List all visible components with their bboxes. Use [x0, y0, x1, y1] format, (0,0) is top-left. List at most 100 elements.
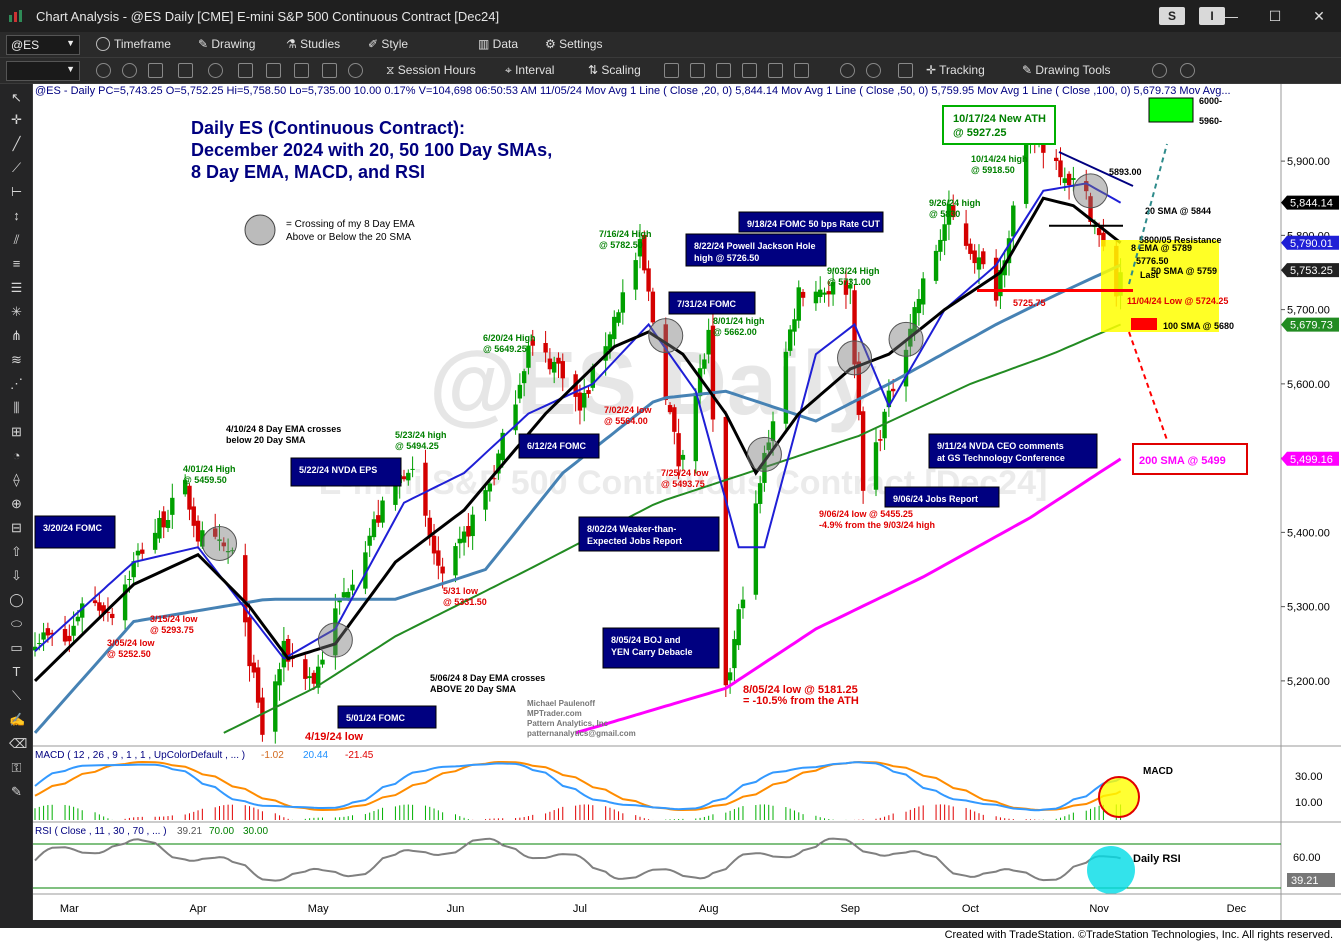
speed-lines-icon[interactable]: ⋰: [10, 376, 23, 391]
candle-body: [787, 329, 793, 351]
parallel-lines-icon[interactable]: ≡: [12, 256, 21, 271]
ray-icon[interactable]: ⟋: [11, 160, 22, 175]
annotation-8-05-low: 8/05/24 low @ 5181.25: [743, 684, 858, 696]
chart-type-5-icon[interactable]: [768, 63, 783, 78]
chart-type-4-icon[interactable]: [742, 63, 757, 78]
window-icon[interactable]: [322, 63, 337, 78]
candles-icon[interactable]: [294, 63, 309, 78]
candle-body: [860, 411, 866, 491]
candle-body: [346, 591, 351, 598]
dotted-box-icon[interactable]: [898, 63, 913, 78]
annotation-4-01-high: @ 5459.50: [183, 475, 227, 485]
target-icon[interactable]: [348, 63, 363, 78]
candle-body: [813, 291, 819, 304]
drawing-tools-menu[interactable]: ✎ Drawing Tools: [1022, 63, 1111, 77]
link-icon[interactable]: [96, 63, 111, 78]
symbol-input[interactable]: @ES ▼: [6, 35, 80, 55]
annotation-5800-resistance: 5800/05 Resistance: [1139, 235, 1222, 245]
fit-icon[interactable]: [238, 63, 253, 78]
data-menu[interactable]: ▥ Data: [478, 37, 518, 51]
candle-body: [367, 535, 372, 546]
candle-body: [1011, 205, 1016, 237]
arcs-icon[interactable]: ◔: [12, 448, 21, 463]
timeframe-label: Timeframe: [114, 37, 171, 51]
layout-select[interactable]: ▼: [6, 61, 80, 81]
zoom-out-icon[interactable]: [208, 63, 223, 78]
extension-icon[interactable]: ⊟: [11, 520, 22, 535]
price-header-line: @ES - Daily PC=5,743.25 O=5,752.25 Hi=5,…: [35, 85, 1231, 97]
vertical-line-icon[interactable]: ↕: [13, 208, 20, 223]
text-icon[interactable]: T: [12, 664, 21, 679]
x-month-label: Jun: [447, 903, 465, 915]
price-tag-label: 5,679.73: [1290, 320, 1333, 332]
retracement-icon[interactable]: ⊞: [11, 424, 22, 439]
grid-icon[interactable]: [148, 63, 163, 78]
drawing-menu[interactable]: ✎ Drawing: [198, 37, 255, 51]
circle-icon[interactable]: ◯: [9, 592, 24, 607]
annotation-5-22-nvda-box: [290, 457, 402, 487]
studies-menu[interactable]: ⚗ Studies: [286, 37, 340, 51]
y-tick-label: 5,600.00: [1287, 379, 1330, 391]
minimize-button[interactable]: —: [1224, 8, 1238, 24]
zoom-in-icon[interactable]: [840, 63, 855, 78]
pointer-icon[interactable]: ↖: [11, 90, 22, 105]
circle-tool-icon[interactable]: [1152, 63, 1167, 78]
tracking-menu[interactable]: ✛ Tracking: [926, 63, 985, 77]
legend-note-line-1: = Crossing of my 8 Day EMA: [286, 219, 415, 230]
trendline-icon[interactable]: ╱: [12, 136, 21, 151]
refresh-icon[interactable]: [122, 63, 137, 78]
session-hours-menu[interactable]: ⧖ Session Hours: [386, 63, 476, 78]
interval-menu[interactable]: ⌖ Interval: [505, 63, 554, 78]
chart-type-6-icon[interactable]: [794, 63, 809, 78]
style-menu[interactable]: ✐ Style: [368, 37, 408, 51]
candle-body: [217, 539, 222, 541]
settings-menu[interactable]: ⚙ Settings: [545, 37, 602, 51]
brush-tool-icon[interactable]: ✎: [11, 784, 22, 799]
cycle-icon[interactable]: ⊕: [11, 496, 22, 511]
rectangle-icon[interactable]: ▭: [10, 640, 23, 655]
eraser-icon[interactable]: ⌫: [9, 736, 28, 751]
candle-body: [1088, 196, 1093, 222]
andrews-pitchfork-icon[interactable]: ⋔: [11, 328, 22, 343]
chart-area[interactable]: @ES - Daily PC=5,743.25 O=5,752.25 Hi=5,…: [33, 84, 1341, 920]
drawing-tools-icon: ✎: [1022, 63, 1036, 77]
horizontal-line-icon[interactable]: ⊢: [10, 184, 23, 199]
scaling-menu[interactable]: ⇅ Scaling: [588, 63, 641, 77]
macd-line: [34, 761, 1122, 812]
arrow-up-icon[interactable]: ⇧: [11, 544, 22, 559]
chart-type-icon[interactable]: [664, 63, 679, 78]
chart-type-3-icon[interactable]: [716, 63, 731, 78]
symbol-link-s-button[interactable]: S: [1159, 7, 1185, 25]
bars-icon[interactable]: [266, 63, 281, 78]
zoom-area-icon[interactable]: [178, 63, 193, 78]
candle-body: [75, 616, 81, 622]
candle-body: [393, 483, 398, 505]
candle-body: [221, 542, 226, 547]
timeframe-menu[interactable]: Timeframe: [96, 37, 171, 51]
lock-icon[interactable]: ⚿: [11, 760, 22, 775]
close-button[interactable]: ✕: [1313, 7, 1325, 24]
gann-icon[interactable]: ✳: [11, 304, 22, 319]
fan-icon[interactable]: ⟠: [13, 472, 20, 487]
annotation-3-05-low: @ 5252.50: [107, 649, 151, 659]
rsi-highlight-circle: [1087, 846, 1135, 894]
arrow-down-icon[interactable]: ⇩: [11, 568, 22, 583]
fibonacci-icon[interactable]: ☰: [10, 280, 23, 295]
candle-body: [33, 646, 38, 651]
channel-icon[interactable]: ⫽: [13, 232, 20, 247]
maximize-button[interactable]: ☐: [1268, 7, 1282, 24]
crosshair-icon[interactable]: ✛: [11, 112, 22, 127]
regression-icon[interactable]: ≋: [11, 352, 22, 367]
chart-type-2-icon[interactable]: [690, 63, 705, 78]
x-month-label: Sep: [840, 903, 860, 915]
paint-icon[interactable]: ✍: [9, 712, 26, 727]
annotation-5-22-nvda-text: 5/22/24 NVDA EPS: [299, 465, 377, 475]
ellipse-icon[interactable]: ⬭: [10, 616, 23, 631]
zoom-out-2-icon[interactable]: [866, 63, 881, 78]
candle-body: [663, 324, 668, 401]
ellipse-tool-icon[interactable]: [1180, 63, 1195, 78]
interval-link-i-button[interactable]: I: [1199, 7, 1225, 25]
ruler-icon[interactable]: ⟍: [11, 688, 22, 703]
chevron-down-icon: ▼: [66, 64, 75, 74]
time-zones-icon[interactable]: ⫼: [13, 400, 20, 415]
